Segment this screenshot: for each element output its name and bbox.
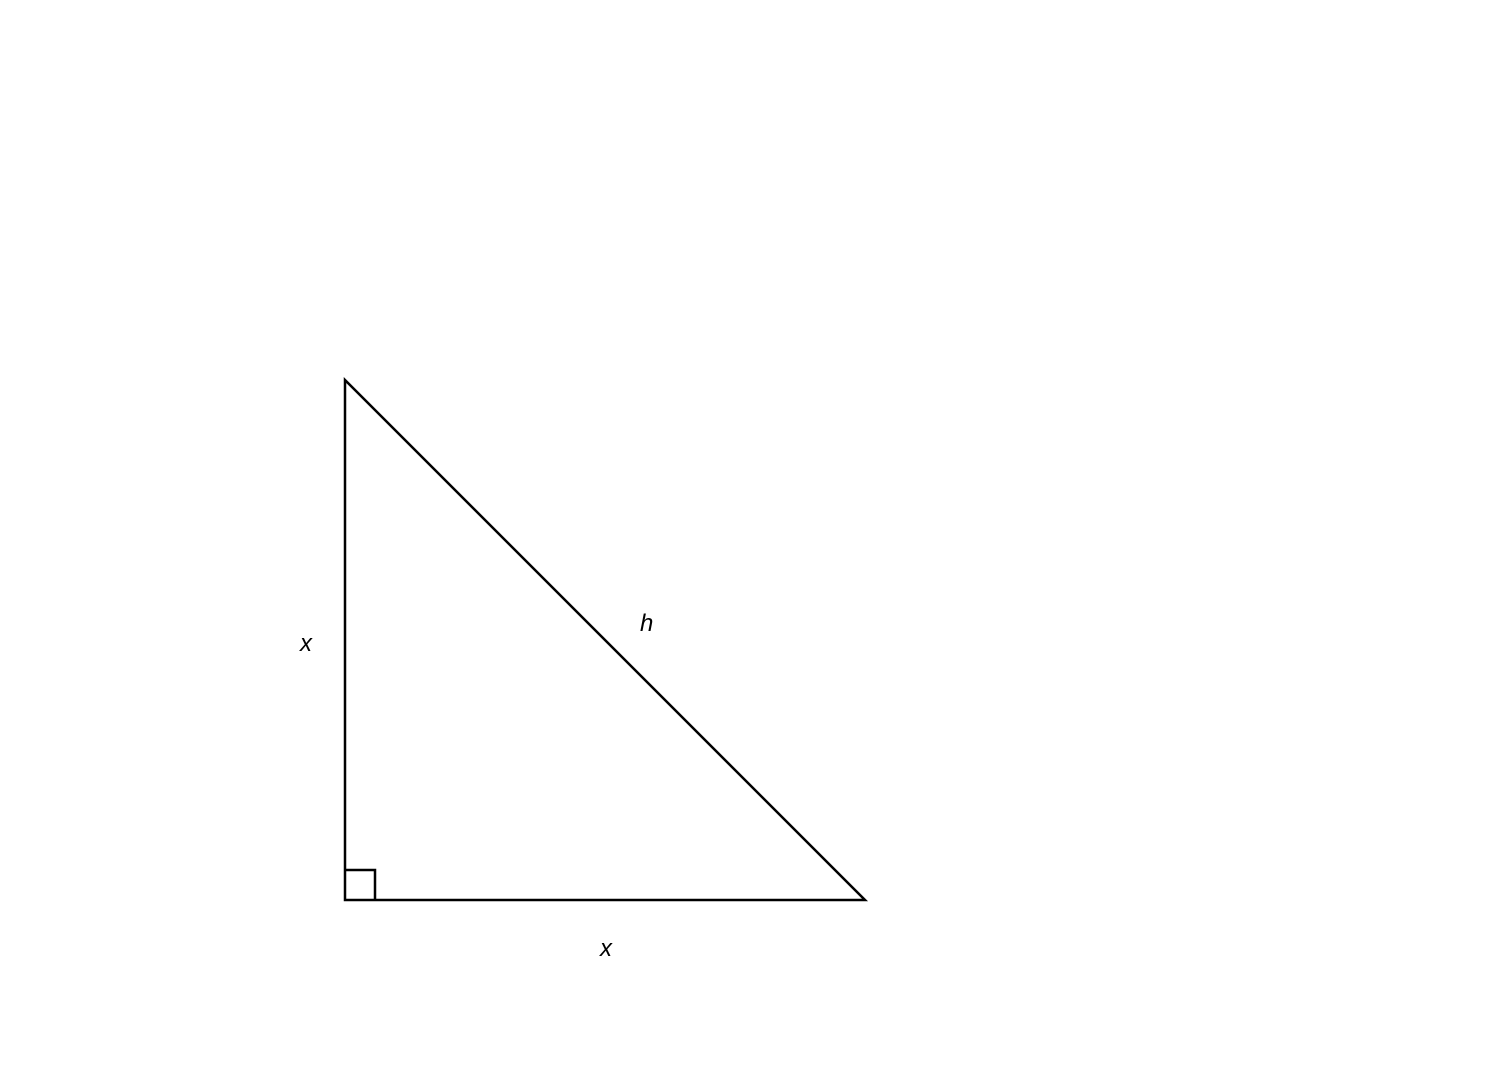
triangle-diagram: x x h xyxy=(0,0,1509,1085)
bottom-side-label: x xyxy=(600,935,612,963)
triangle-path xyxy=(345,380,865,900)
left-side-label: x xyxy=(300,630,312,658)
hypotenuse-label: h xyxy=(640,610,653,638)
right-angle-marker xyxy=(345,870,375,900)
triangle-svg xyxy=(0,0,1509,1085)
